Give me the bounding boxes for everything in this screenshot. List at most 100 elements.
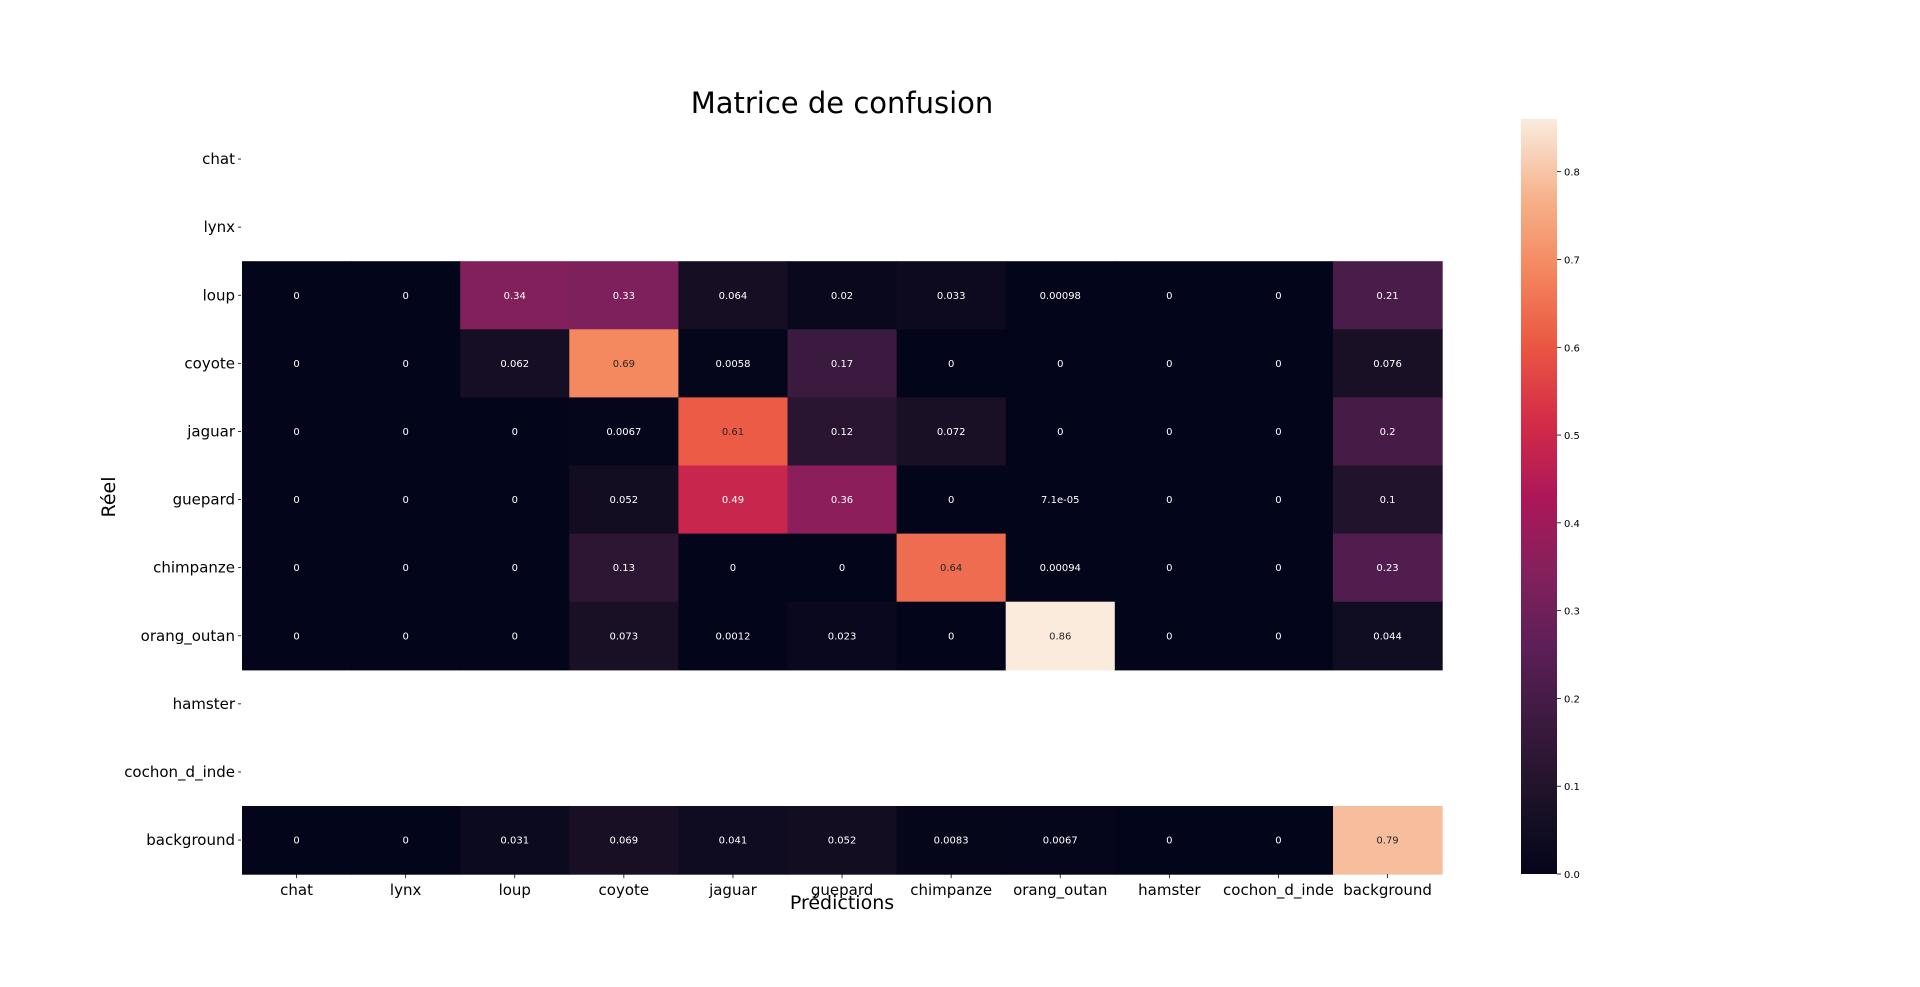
cell-annotation: 0 bbox=[512, 563, 518, 574]
heatmap-cell bbox=[787, 397, 898, 467]
cell-annotation: 0 bbox=[1275, 836, 1281, 847]
heatmap-cell bbox=[242, 533, 352, 603]
heatmap-cell bbox=[351, 806, 461, 875]
heatmap-cells bbox=[242, 261, 1443, 875]
heatmap-cell bbox=[1114, 465, 1225, 535]
y-tick-label: chimpanze bbox=[153, 559, 235, 577]
y-tick-labels: chat lynx loup coyote jaguar guepard chimpanze… bbox=[124, 150, 241, 849]
cell-annotation: 0 bbox=[293, 836, 299, 847]
y-tick-label: background bbox=[146, 831, 235, 849]
y-tick-label: lynx bbox=[204, 218, 236, 236]
cell-annotation: 0 bbox=[293, 563, 299, 574]
cell-annotation: 0.072 bbox=[937, 427, 966, 438]
heatmap-cell bbox=[1223, 465, 1334, 535]
cell-annotation: 7.1e-05 bbox=[1041, 495, 1079, 506]
colorbar-tick-label: 0.5 bbox=[1564, 431, 1580, 442]
heatmap-cell bbox=[787, 329, 898, 398]
cell-annotation: 0 bbox=[1166, 291, 1172, 302]
cell-annotation: 0.0067 bbox=[606, 427, 641, 438]
heatmap-cell bbox=[1114, 397, 1225, 467]
cell-annotation: 0.64 bbox=[940, 563, 962, 574]
heatmap-cell bbox=[351, 601, 461, 671]
heatmap-cell bbox=[1333, 397, 1443, 467]
heatmap-cell bbox=[351, 329, 461, 398]
cell-annotation: 0 bbox=[512, 495, 518, 506]
heatmap-cell bbox=[896, 533, 1007, 603]
colorbar-tick-label: 0.3 bbox=[1564, 607, 1580, 618]
heatmap-cell bbox=[896, 261, 1007, 330]
cell-annotation: 0.0083 bbox=[934, 836, 969, 847]
heatmap-cell bbox=[1223, 533, 1334, 603]
heatmap-cell bbox=[242, 329, 352, 398]
heatmap-cell bbox=[1005, 601, 1116, 671]
cell-annotation: 0 bbox=[293, 427, 299, 438]
heatmap-cell bbox=[1333, 533, 1443, 603]
x-tick-label: coyote bbox=[599, 881, 650, 899]
heatmap-cell bbox=[460, 806, 570, 875]
y-tick-label: jaguar bbox=[186, 422, 236, 440]
cell-annotation: 0 bbox=[402, 291, 408, 302]
heatmap-cell bbox=[1223, 397, 1334, 467]
heatmap-cell bbox=[1005, 397, 1116, 467]
cell-annotation: 0.0067 bbox=[1043, 836, 1078, 847]
x-tick-labels: chat lynx loup coyote jaguar guepard chimpanze… bbox=[280, 874, 1432, 900]
heatmap-cell bbox=[787, 806, 898, 875]
cell-annotation: 0 bbox=[1166, 359, 1172, 370]
heatmap-cell bbox=[1333, 806, 1443, 875]
heatmap-cell bbox=[1333, 601, 1443, 671]
cell-annotation: 0 bbox=[402, 563, 408, 574]
heatmap-cell bbox=[678, 261, 789, 330]
cell-annotation: 0.23 bbox=[1376, 563, 1398, 574]
cell-annotation: 0.00098 bbox=[1040, 291, 1081, 302]
cell-annotation: 0 bbox=[1166, 495, 1172, 506]
heatmap-cell bbox=[460, 601, 570, 671]
colorbar: 0.0 0.1 0.2 0.3 0.4 0.5 0.6 0.7 0.8 bbox=[1521, 119, 1580, 881]
heatmap-cell bbox=[1114, 601, 1225, 671]
cell-annotation: 0.041 bbox=[719, 836, 748, 847]
heatmap-cell bbox=[351, 533, 461, 603]
cell-annotation: 0.062 bbox=[500, 359, 529, 370]
cell-annotation: 0 bbox=[293, 495, 299, 506]
cell-annotation: 0 bbox=[948, 495, 954, 506]
heatmap-cell bbox=[896, 601, 1007, 671]
cell-annotation: 0.0058 bbox=[715, 359, 750, 370]
cell-annotation: 0 bbox=[293, 359, 299, 370]
cell-annotation: 0 bbox=[948, 631, 954, 642]
cell-annotation: 0 bbox=[512, 427, 518, 438]
heatmap-cell bbox=[242, 601, 352, 671]
heatmap-cell bbox=[1114, 329, 1225, 398]
cell-annotation: 0.49 bbox=[722, 495, 744, 506]
cell-annotation: 0.34 bbox=[504, 291, 526, 302]
cell-annotation: 0.023 bbox=[828, 631, 857, 642]
heatmap-cell bbox=[896, 397, 1007, 467]
heatmap-cell bbox=[678, 533, 789, 603]
cell-annotation: 0 bbox=[1057, 359, 1063, 370]
cell-annotation: 0 bbox=[1275, 631, 1281, 642]
heatmap-cell bbox=[678, 465, 789, 535]
x-tick-label: orang_outan bbox=[1013, 881, 1107, 900]
colorbar-tick-label: 0.8 bbox=[1564, 168, 1580, 179]
heatmap-cell bbox=[460, 465, 570, 535]
heatmap-cell bbox=[1114, 533, 1225, 603]
cell-annotation: 0.21 bbox=[1376, 291, 1398, 302]
cell-annotation: 0 bbox=[1057, 427, 1063, 438]
cell-annotation: 0.79 bbox=[1376, 836, 1398, 847]
heatmap-cell bbox=[678, 601, 789, 671]
x-tick-label: chimpanze bbox=[910, 881, 992, 899]
heatmap-cell bbox=[569, 329, 679, 398]
x-tick-label: chat bbox=[280, 881, 313, 899]
cell-annotation: 0 bbox=[1275, 359, 1281, 370]
y-axis-label: Réel bbox=[98, 476, 120, 517]
x-tick-label: loup bbox=[499, 881, 531, 899]
colorbar-tick-label: 0.6 bbox=[1564, 343, 1580, 354]
cell-annotation: 0 bbox=[1166, 563, 1172, 574]
cell-annotation: 0 bbox=[1275, 563, 1281, 574]
heatmap-cell bbox=[896, 806, 1007, 875]
heatmap-cell bbox=[569, 261, 679, 330]
heatmap-cell bbox=[787, 601, 898, 671]
cell-annotation: 0.33 bbox=[613, 291, 635, 302]
x-tick-label: hamster bbox=[1138, 881, 1201, 899]
cell-annotation: 0.076 bbox=[1373, 359, 1402, 370]
